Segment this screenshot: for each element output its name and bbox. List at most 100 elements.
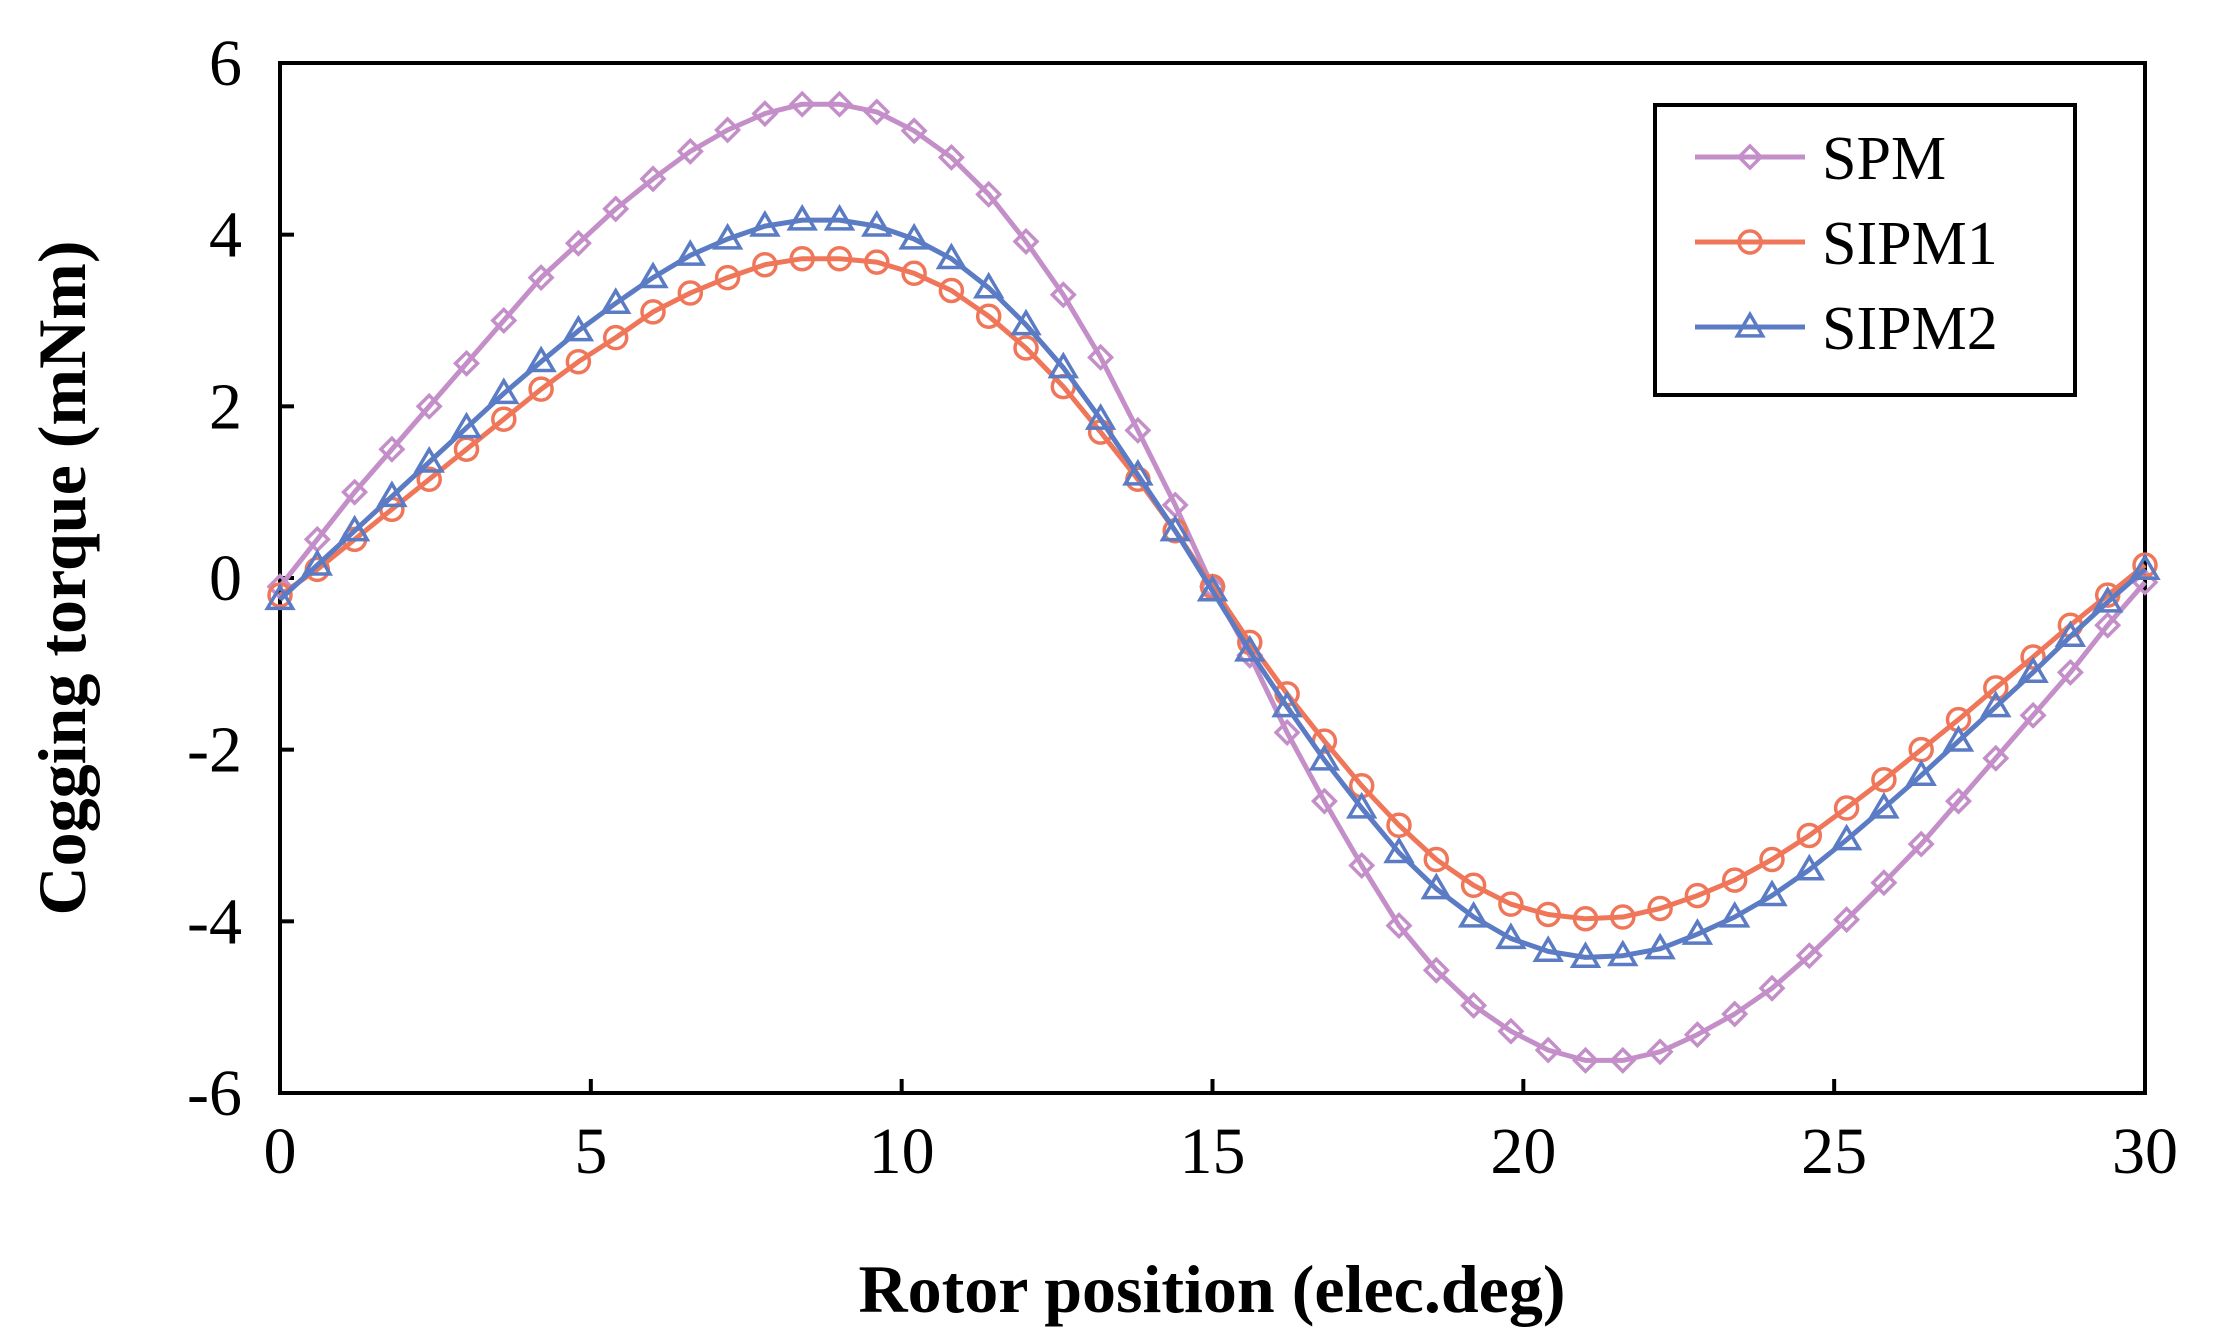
data-point-sipm2 <box>1980 690 2012 718</box>
data-point-spm <box>1870 869 1898 897</box>
data-point-sipm2 <box>823 203 856 231</box>
data-point-sipm2 <box>301 549 334 576</box>
data-point-sipm1 <box>826 245 853 272</box>
x-axis-title: Rotor position (elec.deg) <box>859 1251 1566 1327</box>
data-point-sipm2 <box>1607 939 1639 967</box>
data-point-sipm1 <box>1721 867 1748 893</box>
data-point-spm <box>714 116 742 144</box>
y-tick-label: 2 <box>209 370 242 443</box>
data-point-sipm1 <box>677 280 704 306</box>
series-sipm2 <box>264 203 2161 968</box>
data-point-spm <box>527 264 555 292</box>
data-point-spm <box>1534 1036 1562 1064</box>
legend-label-sipm2: SIPM2 <box>1822 295 1998 363</box>
data-point-spm <box>1049 281 1077 309</box>
data-point-spm <box>2019 701 2047 729</box>
data-point-sipm1 <box>416 466 442 493</box>
data-point-sipm2 <box>1905 759 1937 787</box>
data-point-spm <box>564 229 592 257</box>
data-point-sipm1 <box>2020 644 2046 670</box>
data-point-sipm2 <box>338 514 371 542</box>
y-tick-label: -6 <box>187 1057 242 1130</box>
data-point-sipm1 <box>1386 812 1412 838</box>
data-point-sipm2 <box>637 261 669 289</box>
data-point-sipm2 <box>1532 935 1564 962</box>
y-tick-label: -2 <box>187 714 242 787</box>
data-point-sipm1 <box>1535 901 1561 928</box>
data-point-sipm2 <box>1234 634 1266 662</box>
data-point-sipm1 <box>938 277 965 304</box>
data-point-spm <box>415 392 443 420</box>
data-point-spm <box>1572 1046 1599 1074</box>
data-point-sipm2 <box>1159 514 1191 542</box>
data-point-sipm1 <box>1498 891 1524 917</box>
data-point-spm <box>1982 744 2010 772</box>
y-tick-label: 0 <box>209 542 242 615</box>
data-point-sipm2 <box>1308 743 1341 771</box>
data-point-sipm1 <box>864 249 890 275</box>
y-axis-title: Cogging torque (mNm) <box>24 241 100 916</box>
data-point-spm <box>1422 956 1450 984</box>
data-point-spm <box>1012 228 1040 256</box>
data-point-sipm2 <box>786 203 818 231</box>
data-point-spm <box>1348 852 1376 880</box>
data-point-sipm2 <box>674 239 707 266</box>
data-point-sipm2 <box>1681 918 1714 945</box>
data-point-sipm1 <box>1572 906 1599 932</box>
data-point-sipm1 <box>901 260 927 287</box>
data-point-spm <box>341 478 369 506</box>
data-point-sipm2 <box>1196 574 1229 602</box>
data-point-sipm2 <box>2091 585 2124 613</box>
legend-label-spm: SPM <box>1822 125 1946 193</box>
data-point-sipm1 <box>789 245 815 272</box>
data-point-spm <box>1683 1021 1711 1049</box>
legend-marker-sipm1 <box>1737 229 1763 255</box>
data-point-spm <box>1497 1017 1525 1045</box>
data-point-sipm1 <box>1871 766 1897 793</box>
data-point-sipm2 <box>711 222 744 250</box>
x-tick-label: 0 <box>264 1115 297 1188</box>
data-point-sipm1 <box>1460 872 1487 899</box>
data-point-spm <box>1124 416 1152 444</box>
data-point-spm <box>863 98 891 126</box>
data-point-sipm2 <box>2017 656 2049 684</box>
x-tick-label: 25 <box>1801 1115 1867 1188</box>
data-point-sipm2 <box>935 242 968 270</box>
x-tick-label: 20 <box>1490 1115 1556 1188</box>
data-point-sipm1 <box>1983 675 2009 701</box>
data-point-sipm2 <box>861 209 893 237</box>
data-point-sipm2 <box>898 222 930 250</box>
data-point-spm <box>1460 991 1488 1019</box>
data-point-sipm1 <box>1833 795 1860 821</box>
data-point-sipm2 <box>1122 458 1154 486</box>
data-point-sipm2 <box>1271 690 1303 718</box>
data-point-spm <box>2094 611 2122 639</box>
data-point-sipm2 <box>1868 791 1900 819</box>
data-point-spm <box>937 143 965 171</box>
data-point-sipm2 <box>264 583 296 611</box>
y-tick-label: -4 <box>187 885 242 958</box>
data-point-sipm2 <box>2129 553 2161 581</box>
data-point-spm <box>639 165 667 193</box>
data-point-sipm2 <box>413 446 445 473</box>
data-point-spm <box>1833 906 1861 934</box>
data-point-spm <box>1945 787 1972 815</box>
data-point-sipm2 <box>525 345 557 373</box>
data-point-sipm1 <box>714 264 741 291</box>
data-point-sipm2 <box>1644 932 1676 960</box>
data-point-spm <box>1721 1000 1749 1028</box>
data-point-sipm2 <box>972 271 1005 299</box>
data-point-sipm2 <box>1345 791 1378 819</box>
data-point-sipm2 <box>1830 823 1863 851</box>
legend-label-sipm1: SIPM1 <box>1822 210 1998 278</box>
legend: SPM SIPM1 SIPM2 <box>1653 103 2077 397</box>
data-point-sipm2 <box>562 314 595 342</box>
data-point-sipm2 <box>1942 724 1975 752</box>
data-point-sipm2 <box>488 377 520 405</box>
data-point-spm <box>453 349 480 377</box>
data-point-sipm1 <box>975 303 1002 329</box>
data-point-sipm2 <box>1756 879 1788 907</box>
data-point-spm <box>1385 912 1413 940</box>
data-point-sipm1 <box>1684 882 1711 909</box>
